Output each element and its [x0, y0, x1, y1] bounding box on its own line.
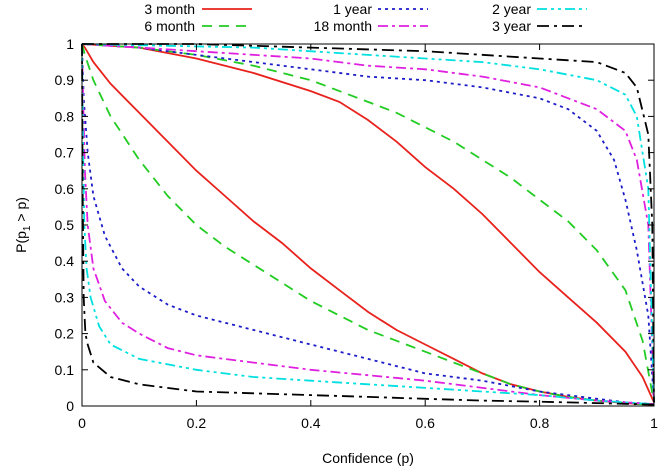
- y-tick-label: 0.9: [55, 72, 75, 88]
- x-axis-title: Confidence (p): [322, 450, 414, 466]
- series-line-1-year-lower: [81, 43, 655, 406]
- y-tick-label: 0.7: [55, 145, 75, 161]
- x-tick-label: 0.4: [301, 415, 321, 431]
- series-line-3-year-lower: [81, 43, 655, 406]
- y-tick-label: 0: [66, 398, 74, 414]
- series-layer: [81, 43, 655, 406]
- x-tick-label: 0.6: [415, 415, 435, 431]
- y-tick-label: 0.5: [55, 217, 75, 233]
- x-tick-label: 0: [78, 415, 86, 431]
- y-tick-label: 0.2: [55, 326, 75, 342]
- y-axis-title-subscript: 1: [22, 225, 33, 231]
- y-axis-title: P(p1 > p): [13, 197, 33, 253]
- series-line-18-month-upper: [81, 43, 655, 403]
- y-tick-label: 0.6: [55, 181, 75, 197]
- y-axis-title-tail: > p): [13, 197, 29, 225]
- series-line-3-month-upper: [81, 43, 655, 403]
- y-tick-label: 0.4: [55, 253, 75, 269]
- legend-label: 6 month: [144, 18, 195, 34]
- series-line-2-year-upper: [81, 43, 655, 403]
- legend-label: 3 month: [144, 1, 195, 17]
- series-line-2-year-lower: [81, 43, 655, 406]
- ticks-layer: 0 0.2 0.4 0.6 0.8 1 0 0.1 0.2 0.3 0.4 0.5 0.6 0.7 0.8 0…: [55, 36, 659, 431]
- legend-label: 2 year: [492, 1, 531, 17]
- series-line-6-month-upper: [81, 43, 655, 403]
- legend-label: 3 year: [492, 18, 531, 34]
- legend-label: 18 month: [314, 18, 372, 34]
- series-line-18-month-lower: [81, 43, 655, 406]
- x-tick-label: 0.2: [187, 415, 207, 431]
- y-tick-label: 0.8: [55, 108, 75, 124]
- legend-label: 1 year: [333, 1, 372, 17]
- y-tick-label: 0.1: [55, 362, 75, 378]
- x-tick-label: 1: [650, 415, 658, 431]
- y-tick-label: 0.3: [55, 289, 75, 305]
- series-line-3-year-upper: [82, 43, 655, 403]
- y-axis-title-main: P(p: [13, 231, 29, 253]
- x-tick-label: 0.8: [530, 415, 550, 431]
- y-tick-label: 1: [66, 36, 74, 52]
